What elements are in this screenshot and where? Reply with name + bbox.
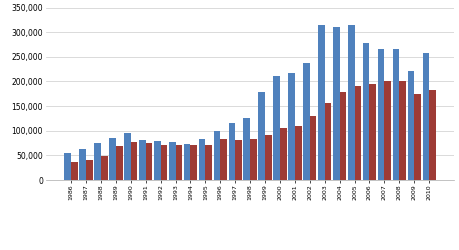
Bar bbox=[273, 76, 280, 180]
Bar bbox=[414, 94, 421, 180]
Bar bbox=[363, 43, 369, 180]
Bar bbox=[235, 140, 242, 180]
Bar bbox=[310, 116, 317, 180]
Bar bbox=[265, 135, 272, 180]
Bar bbox=[199, 139, 205, 180]
Bar bbox=[71, 162, 78, 180]
Bar bbox=[139, 140, 146, 180]
Bar bbox=[86, 160, 93, 180]
Bar bbox=[378, 50, 385, 180]
Bar bbox=[392, 50, 399, 180]
Bar bbox=[220, 139, 227, 180]
Bar bbox=[295, 126, 302, 180]
Bar bbox=[250, 139, 257, 180]
Bar bbox=[422, 53, 429, 180]
Bar bbox=[280, 128, 287, 180]
Bar bbox=[124, 133, 131, 180]
Bar bbox=[258, 92, 265, 180]
Bar bbox=[175, 144, 182, 180]
Bar bbox=[243, 118, 250, 180]
Bar bbox=[325, 102, 331, 180]
Bar bbox=[154, 140, 161, 180]
Bar bbox=[303, 63, 310, 180]
Bar bbox=[79, 150, 86, 180]
Bar bbox=[408, 70, 414, 180]
Bar bbox=[146, 143, 152, 180]
Bar bbox=[429, 90, 436, 180]
Bar bbox=[333, 27, 340, 180]
Bar bbox=[101, 156, 108, 180]
Bar bbox=[213, 131, 220, 180]
Bar bbox=[161, 144, 168, 180]
Bar bbox=[318, 25, 325, 180]
Bar bbox=[184, 144, 190, 180]
Bar bbox=[131, 142, 138, 180]
Bar bbox=[169, 142, 175, 180]
Bar bbox=[205, 144, 212, 180]
Bar bbox=[116, 146, 123, 180]
Bar bbox=[64, 153, 71, 180]
Bar bbox=[94, 143, 101, 180]
Bar bbox=[355, 86, 361, 180]
Bar bbox=[399, 82, 406, 180]
Bar bbox=[340, 92, 347, 180]
Bar bbox=[369, 84, 376, 180]
Bar bbox=[348, 25, 355, 180]
Bar bbox=[190, 144, 197, 180]
Bar bbox=[229, 123, 235, 180]
Bar bbox=[109, 138, 116, 180]
Bar bbox=[288, 72, 295, 180]
Bar bbox=[385, 82, 391, 180]
